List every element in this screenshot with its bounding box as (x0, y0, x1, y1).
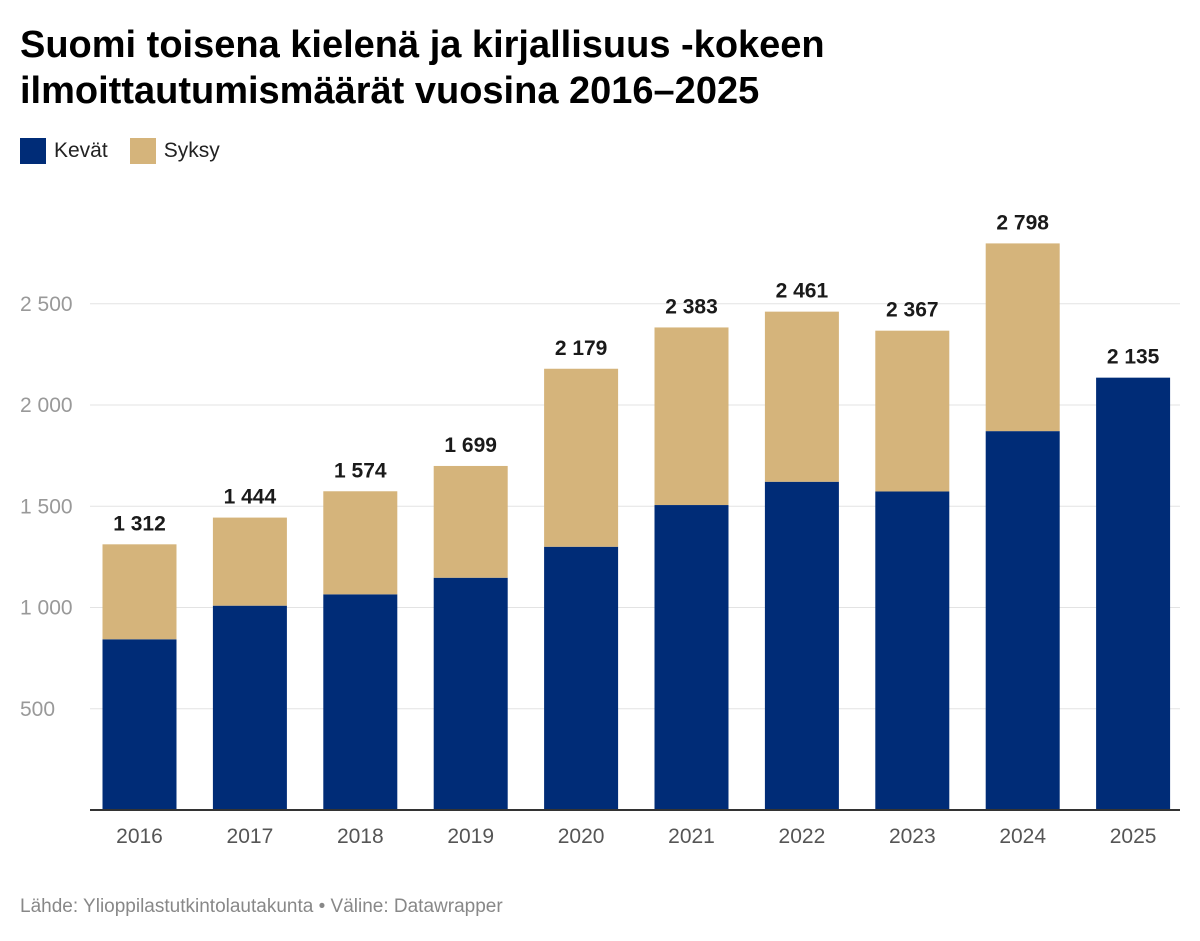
bar-kevat-2018 (323, 594, 398, 810)
x-tick-label-2025: 2025 (1110, 825, 1157, 848)
bar-kevat-2019 (433, 577, 508, 810)
source-note: Lähde: Ylioppilastutkintolautakunta • Vä… (20, 896, 503, 917)
bar-kevat-2024 (985, 431, 1060, 810)
total-label-2021: 2 383 (665, 295, 718, 318)
bar-syksy-2022 (764, 311, 839, 482)
bar-kevat-2017 (212, 605, 287, 810)
legend-label-syksy: Syksy (163, 139, 220, 162)
bar-kevat-2022 (764, 481, 839, 810)
legend-label-kevat: Kevät (54, 139, 108, 162)
bar-syksy-2023 (875, 330, 950, 492)
x-tick-label-2018: 2018 (337, 825, 384, 848)
x-tick-label-2021: 2021 (668, 825, 715, 848)
x-tick-label-2024: 2024 (999, 825, 1046, 848)
legend-swatch-syksy (129, 138, 156, 164)
bar-kevat-2020 (544, 546, 619, 810)
y-tick-label-2500: 2 500 (20, 293, 73, 316)
bar-syksy-2019 (433, 465, 508, 578)
bar-kevat-2025 (1096, 377, 1171, 810)
bar-syksy-2016 (102, 544, 177, 640)
x-tick-label-2019: 2019 (447, 825, 494, 848)
total-label-2020: 2 179 (555, 337, 608, 360)
bar-syksy-2021 (654, 327, 729, 506)
x-axis-labels: 2016 2017 2018 2019 2020 2021 2022 2023 2024 2025 (116, 825, 1156, 848)
total-label-2022: 2 461 (776, 280, 829, 303)
chart-title: Suomi toisena kielenä ja kirjallisuus -k… (20, 24, 825, 112)
y-tick-label-500: 500 (20, 698, 55, 721)
total-label-2017: 1 444 (224, 486, 277, 509)
total-label-2016: 1 312 (113, 512, 166, 535)
total-label-2018: 1 574 (334, 459, 387, 482)
total-labels: 1 312 1 444 1 574 1 699 2 179 2 383 2 461 2 367… (113, 211, 1159, 535)
y-tick-label-1000: 1 000 (20, 597, 73, 620)
bar-kevat-2021 (654, 505, 729, 810)
x-tick-label-2016: 2016 (116, 825, 163, 848)
legend: Kevät Syksy (20, 138, 242, 164)
x-tick-label-2023: 2023 (889, 825, 936, 848)
bar-kevat-2023 (875, 491, 950, 810)
bars (102, 243, 1171, 810)
total-label-2023: 2 367 (886, 299, 939, 322)
total-label-2024: 2 798 (996, 211, 1049, 234)
bar-syksy-2017 (212, 517, 287, 606)
x-tick-label-2017: 2017 (227, 825, 274, 848)
y-axis-ticks: 500 1 000 1 500 2 000 2 500 (20, 293, 73, 721)
bar-syksy-2020 (544, 368, 619, 547)
x-tick-label-2022: 2022 (779, 825, 826, 848)
legend-item-kevat: Kevät (20, 138, 108, 164)
legend-swatch-kevat (20, 138, 46, 164)
total-label-2025: 2 135 (1107, 346, 1160, 369)
y-tick-label-2000: 2 000 (20, 394, 73, 417)
y-tick-label-1500: 1 500 (20, 495, 73, 518)
bar-syksy-2018 (323, 491, 398, 595)
bar-kevat-2016 (102, 639, 177, 810)
legend-item-syksy: Syksy (129, 138, 220, 164)
bar-syksy-2024 (985, 243, 1060, 432)
x-tick-label-2020: 2020 (558, 825, 605, 848)
total-label-2019: 1 699 (444, 434, 497, 457)
